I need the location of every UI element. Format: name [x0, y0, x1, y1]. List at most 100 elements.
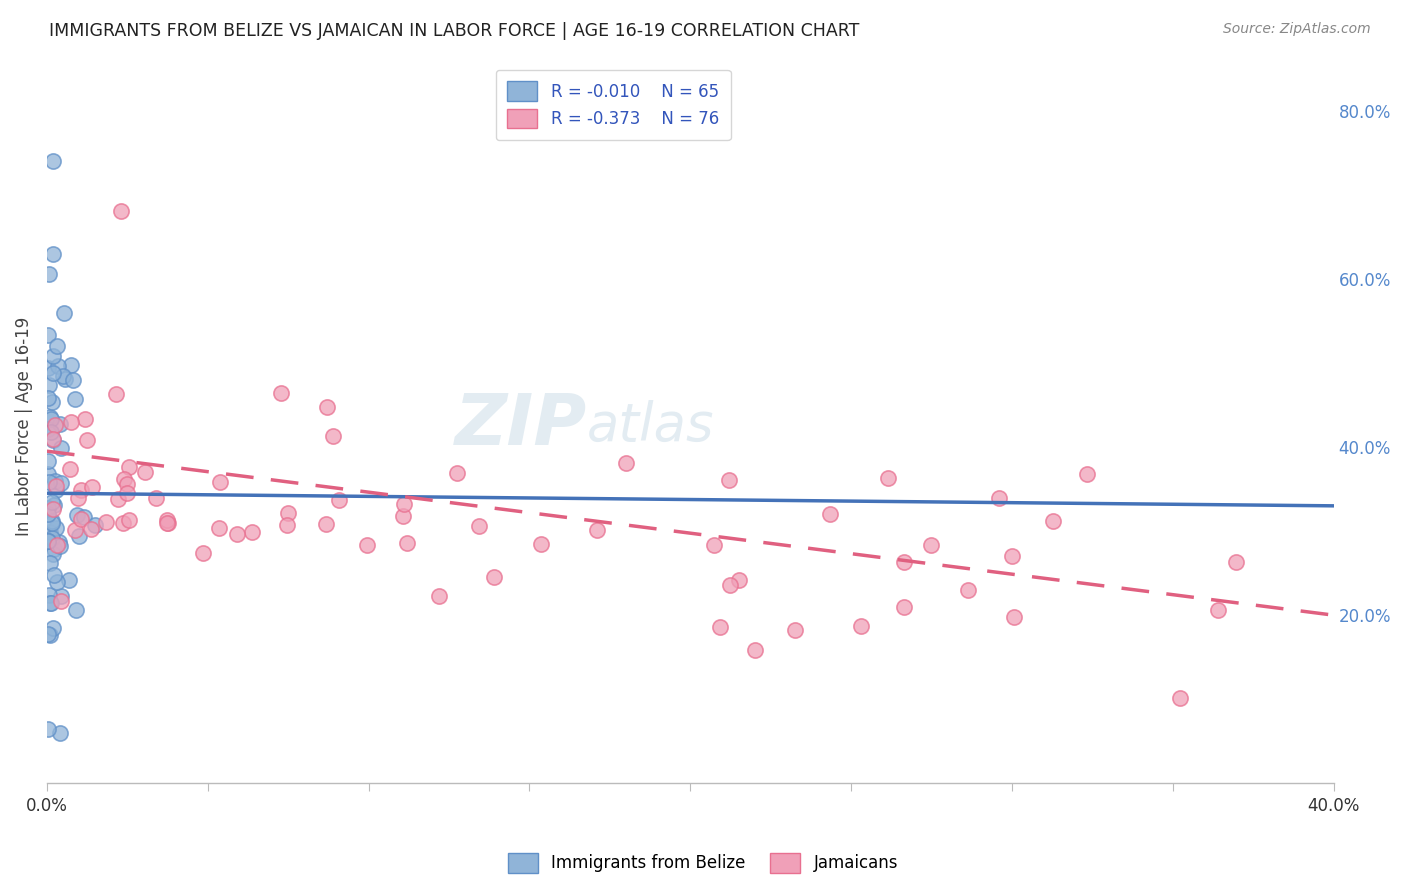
Point: [208, 475, 231, 489]
Point: [956, 583, 979, 598]
Point: [270, 385, 292, 400]
Point: [42, 246, 65, 260]
Point: [818, 507, 841, 521]
Point: [41, 547, 63, 561]
Point: [104, 387, 127, 401]
Point: [59, 462, 82, 476]
Point: [134, 465, 156, 479]
Legend: R = -0.010    N = 65, R = -0.373    N = 76: R = -0.010 N = 65, R = -0.373 N = 76: [495, 70, 731, 140]
Point: [39, 628, 62, 642]
Y-axis label: In Labor Force | Age 16-19: In Labor Force | Age 16-19: [15, 317, 32, 535]
Point: [48, 535, 70, 549]
Point: [315, 517, 337, 532]
Point: [728, 573, 751, 587]
Point: [37, 327, 59, 342]
Point: [156, 516, 179, 530]
Point: [893, 600, 915, 615]
Point: [44, 417, 66, 432]
Point: [468, 519, 491, 533]
Point: [41, 531, 63, 545]
Point: [45, 339, 67, 353]
Point: [37, 533, 59, 548]
Point: [37, 454, 59, 468]
Point: [41, 495, 63, 509]
Point: [703, 538, 725, 552]
Text: Source: ZipAtlas.com: Source: ZipAtlas.com: [1223, 22, 1371, 37]
Point: [427, 589, 450, 603]
Point: [45, 538, 67, 552]
Point: [849, 618, 872, 632]
Point: [65, 523, 87, 537]
Point: [42, 568, 65, 582]
Point: [276, 518, 298, 533]
Point: [39, 596, 62, 610]
Point: [1002, 610, 1025, 624]
Point: [744, 642, 766, 657]
Point: [52, 368, 75, 383]
Point: [37, 422, 59, 436]
Point: [51, 594, 73, 608]
Point: [38, 377, 60, 392]
Point: [44, 498, 66, 512]
Point: [48, 539, 70, 553]
Point: [52, 305, 75, 319]
Point: [118, 513, 141, 527]
Point: [118, 459, 141, 474]
Point: [110, 204, 132, 219]
Point: [482, 570, 505, 584]
Text: IMMIGRANTS FROM BELIZE VS JAMAICAN IN LABOR FORCE | AGE 16-19 CORRELATION CHART: IMMIGRANTS FROM BELIZE VS JAMAICAN IN LA…: [49, 22, 859, 40]
Point: [156, 512, 179, 526]
Point: [107, 492, 129, 507]
Point: [69, 483, 91, 497]
Point: [1076, 467, 1098, 482]
Point: [37, 533, 59, 548]
Point: [62, 373, 84, 387]
Point: [42, 154, 65, 169]
Text: ZIP: ZIP: [456, 392, 588, 460]
Point: [45, 521, 67, 535]
Point: [1042, 515, 1064, 529]
Point: [225, 526, 247, 541]
Point: [44, 475, 66, 489]
Point: [37, 467, 59, 482]
Point: [73, 411, 96, 425]
Point: [45, 575, 67, 590]
Point: [42, 621, 65, 635]
Point: [322, 428, 344, 442]
Point: [392, 509, 415, 524]
Point: [876, 471, 898, 485]
Point: [277, 507, 299, 521]
Point: [208, 521, 231, 535]
Point: [67, 529, 90, 543]
Point: [76, 434, 98, 448]
Point: [41, 516, 63, 530]
Point: [37, 507, 59, 521]
Point: [39, 596, 62, 610]
Point: [718, 578, 741, 592]
Point: [94, 515, 117, 529]
Point: [115, 485, 138, 500]
Point: [42, 432, 65, 446]
Point: [67, 491, 90, 505]
Point: [145, 491, 167, 505]
Point: [392, 497, 415, 511]
Point: [49, 475, 72, 490]
Point: [920, 538, 942, 552]
Point: [79, 522, 101, 536]
Point: [156, 516, 179, 531]
Point: [41, 395, 63, 409]
Point: [80, 480, 103, 494]
Point: [586, 523, 609, 537]
Point: [38, 475, 60, 489]
Point: [530, 537, 553, 551]
Point: [614, 456, 637, 470]
Point: [112, 472, 135, 486]
Point: [58, 573, 80, 587]
Point: [42, 366, 65, 380]
Point: [42, 542, 65, 557]
Point: [42, 433, 65, 447]
Point: [988, 491, 1011, 505]
Point: [63, 392, 86, 406]
Point: [45, 479, 67, 493]
Point: [53, 371, 76, 385]
